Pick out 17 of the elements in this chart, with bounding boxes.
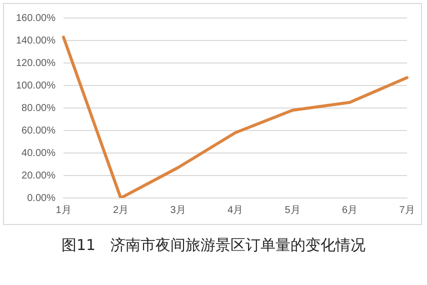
- y-tick-label: 160.00%: [16, 12, 56, 24]
- y-tick-label: 120.00%: [16, 58, 56, 69]
- y-tick-label: 140.00%: [16, 35, 56, 46]
- y-tick-label: 20.00%: [22, 170, 56, 182]
- y-tick-label: 40.00%: [22, 148, 56, 159]
- y-tick-label: 60.00%: [22, 125, 56, 136]
- y-tick-label: 0.00%: [27, 192, 56, 204]
- x-tick-label: 2月: [112, 204, 129, 216]
- x-tick-label: 6月: [342, 204, 358, 216]
- x-tick-label: 3月: [170, 204, 186, 216]
- x-tick-label: 4月: [227, 204, 244, 216]
- x-tick-label: 5月: [284, 204, 300, 216]
- x-tick-label: 1月: [56, 204, 72, 216]
- x-tick-label: 7月: [399, 204, 415, 216]
- text: 图11 济南市夜间旅游景区订单量的变化情况: [60, 236, 367, 255]
- y-tick-label: 100.00%: [16, 80, 56, 92]
- y-tick-label: 80.00%: [22, 102, 56, 114]
